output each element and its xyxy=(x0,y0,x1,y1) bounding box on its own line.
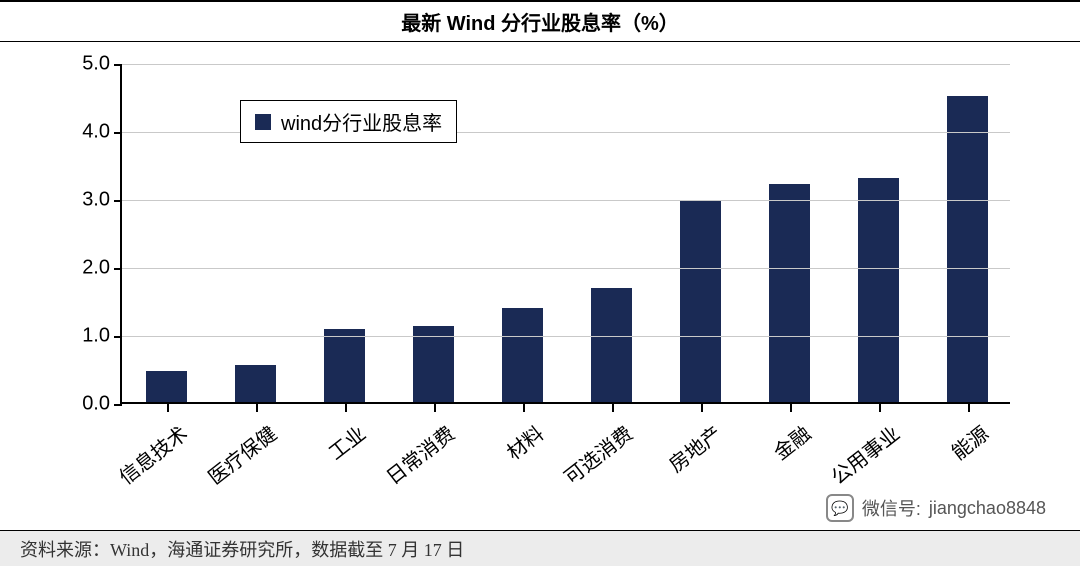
y-axis-label: 2.0 xyxy=(50,257,110,280)
y-axis-label: 1.0 xyxy=(50,325,110,348)
x-tick xyxy=(612,404,614,412)
x-tick xyxy=(879,404,881,412)
x-tick xyxy=(968,404,970,412)
y-axis-label: 0.0 xyxy=(50,393,110,416)
y-tick xyxy=(114,336,122,338)
chart-title: 最新 Wind 分行业股息率（%） xyxy=(401,7,679,36)
bar xyxy=(858,178,898,402)
bar xyxy=(947,96,987,402)
y-tick xyxy=(114,404,122,406)
x-tick xyxy=(256,404,258,412)
x-tick xyxy=(167,404,169,412)
wechat-icon: 💬 xyxy=(826,494,854,522)
x-tick xyxy=(345,404,347,412)
source-text: 资料来源：Wind，海通证券研究所，数据截至 7 月 17 日 xyxy=(20,536,464,562)
x-axis-label: 日常消费 xyxy=(378,418,459,490)
x-axis-label: 信息技术 xyxy=(111,418,192,490)
x-tick xyxy=(434,404,436,412)
x-axis-label: 房地产 xyxy=(661,418,726,478)
bar xyxy=(146,371,186,402)
bar xyxy=(235,365,275,402)
x-axis-label: 医疗保健 xyxy=(200,418,281,490)
x-axis-label: 可选消费 xyxy=(556,418,637,490)
x-tick xyxy=(790,404,792,412)
y-tick xyxy=(114,132,122,134)
watermark-label: 微信号: xyxy=(862,495,921,521)
gridline xyxy=(122,64,1010,65)
x-tick xyxy=(523,404,525,412)
bar xyxy=(324,329,364,402)
y-axis-label: 5.0 xyxy=(50,53,110,76)
x-axis-label: 材料 xyxy=(499,418,548,465)
x-axis-label: 工业 xyxy=(321,418,370,465)
chart-area: wind分行业股息率 0.0 1.0 2.0 3.0 4.0 5.0 信息技术医疗保健工业日… xyxy=(40,54,1040,494)
gridline xyxy=(122,336,1010,337)
gridline xyxy=(122,200,1010,201)
legend-swatch xyxy=(255,114,271,130)
source-band: 资料来源：Wind，海通证券研究所，数据截至 7 月 17 日 xyxy=(0,530,1080,566)
x-tick xyxy=(701,404,703,412)
watermark: 💬 微信号: jiangchao8848 xyxy=(826,494,1046,522)
chart-frame: 最新 Wind 分行业股息率（%） wind分行业股息率 0.0 1.0 2.0 3.… xyxy=(0,0,1080,566)
bar xyxy=(502,308,542,402)
y-tick xyxy=(114,64,122,66)
x-axis-label: 公用事业 xyxy=(823,418,904,490)
y-axis-label: 4.0 xyxy=(50,121,110,144)
bar xyxy=(413,326,453,402)
bar xyxy=(680,201,720,402)
x-axis-label: 能源 xyxy=(944,418,993,465)
bar xyxy=(591,288,631,402)
watermark-account: jiangchao8848 xyxy=(929,498,1046,519)
y-tick xyxy=(114,200,122,202)
title-band: 最新 Wind 分行业股息率（%） xyxy=(0,0,1080,42)
y-tick xyxy=(114,268,122,270)
gridline xyxy=(122,268,1010,269)
bar xyxy=(769,184,809,402)
x-axis-label: 金融 xyxy=(766,418,815,465)
legend: wind分行业股息率 xyxy=(240,100,457,143)
y-axis-label: 3.0 xyxy=(50,189,110,212)
legend-label: wind分行业股息率 xyxy=(281,107,442,136)
